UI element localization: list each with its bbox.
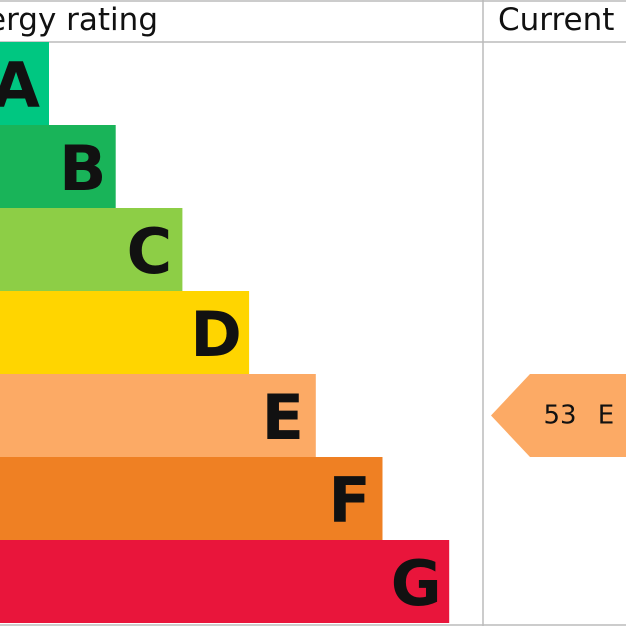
- band-letter: B: [59, 132, 106, 205]
- band-letter: F: [328, 464, 370, 537]
- current-band: E: [598, 401, 614, 431]
- band-letter: G: [391, 547, 442, 620]
- current-arrow: [491, 374, 626, 457]
- band-bar: [0, 374, 316, 457]
- band-bar: [0, 208, 183, 291]
- band-letter: A: [0, 49, 40, 122]
- current-score: 53: [543, 401, 576, 431]
- band-letter: E: [262, 381, 304, 454]
- band-bar: [0, 540, 450, 623]
- band-letter: C: [127, 215, 173, 288]
- header-current: Current: [498, 2, 614, 38]
- band-letter: D: [190, 298, 241, 371]
- band-bar: [0, 291, 250, 374]
- band-bar: [0, 42, 49, 125]
- header-title: Energy rating: [0, 2, 158, 38]
- band-bar: [0, 457, 383, 540]
- band-bar: [0, 125, 116, 208]
